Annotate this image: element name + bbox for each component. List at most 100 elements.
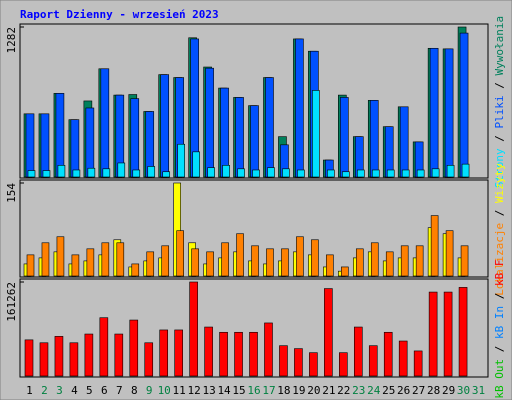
bar — [251, 245, 259, 277]
bar — [446, 164, 455, 178]
x-tick-label: 20 — [307, 384, 320, 397]
legend-entry: Wizyty — [493, 163, 506, 203]
bar — [132, 169, 141, 178]
bar — [25, 113, 35, 178]
bar — [267, 167, 275, 178]
bar — [265, 77, 274, 178]
bar — [386, 169, 395, 178]
bar — [398, 340, 408, 377]
bar — [250, 105, 259, 178]
x-tick-label: 9 — [146, 384, 153, 397]
legend-entry: kB Out — [493, 359, 506, 399]
bar — [26, 254, 35, 277]
bar — [174, 329, 183, 377]
bar — [430, 215, 439, 277]
bar — [177, 143, 185, 178]
bar — [130, 98, 140, 178]
legend: Strony / Pliki / Wywołania — [493, 16, 506, 188]
bar — [117, 162, 126, 178]
x-tick-label: 15 — [232, 384, 245, 397]
bar — [339, 352, 348, 377]
x-tick-label: 29 — [442, 384, 455, 397]
bar — [416, 169, 425, 178]
x-tick-label: 24 — [367, 384, 381, 397]
x-tick-label: 12 — [188, 384, 201, 397]
bar — [57, 164, 66, 178]
x-tick-label: 2 — [41, 384, 48, 397]
bar — [204, 326, 213, 377]
bar — [116, 242, 125, 277]
x-tick-label: 31 — [472, 384, 485, 397]
bar — [443, 291, 453, 377]
bar — [312, 90, 320, 178]
legend-entry: kB In — [493, 306, 506, 339]
bar — [56, 236, 65, 277]
x-tick-label: 11 — [173, 384, 186, 397]
bar — [100, 68, 110, 178]
bar — [71, 254, 80, 277]
bar — [429, 47, 439, 178]
bar — [281, 248, 289, 277]
bar — [413, 350, 423, 377]
bar — [72, 169, 81, 178]
chart-title: Raport Dzienny - wrzesień 2023 — [20, 8, 219, 21]
legend-entry: Lokalizacje — [493, 223, 506, 296]
bar — [131, 263, 140, 277]
legend-separator: / — [493, 75, 506, 95]
x-tick-label: 8 — [131, 384, 138, 397]
x-tick-label: 6 — [101, 384, 108, 397]
bar — [371, 169, 380, 178]
bar — [206, 251, 214, 277]
bar — [129, 319, 139, 377]
bar — [342, 171, 350, 178]
legend-separator: / — [493, 128, 506, 148]
bar — [431, 168, 440, 178]
legend-entry: kB F — [493, 259, 506, 286]
bar — [355, 248, 364, 277]
legend-separator: / — [493, 339, 506, 359]
bar — [40, 113, 50, 178]
bar — [459, 32, 469, 178]
x-tick-label: 7 — [116, 384, 123, 397]
bar — [220, 87, 229, 178]
bar — [70, 119, 80, 178]
bar — [309, 352, 318, 377]
y-tick-label: 154 — [5, 183, 18, 203]
legend-entry: Pliki — [493, 95, 506, 128]
bar — [236, 233, 244, 277]
bar — [69, 342, 79, 377]
bar — [219, 331, 228, 377]
bar — [161, 245, 170, 277]
bar — [279, 345, 288, 377]
y-tick-label: 161262 — [5, 282, 18, 322]
bar — [144, 342, 154, 377]
x-tick-label: 25 — [382, 384, 395, 397]
bar — [326, 254, 334, 277]
bar — [85, 107, 95, 178]
bar — [340, 97, 349, 178]
legend: kB Out / kB In / kB F — [493, 259, 506, 398]
x-tick-label: 14 — [217, 384, 231, 397]
bar — [27, 170, 36, 178]
bar — [99, 317, 109, 377]
bar — [460, 245, 469, 277]
bar — [341, 266, 349, 277]
bar — [399, 106, 409, 178]
bar — [385, 251, 394, 277]
x-tick-label: 4 — [71, 384, 78, 397]
bar — [191, 248, 199, 277]
bar — [24, 339, 34, 377]
x-tick-label: 17 — [262, 384, 275, 397]
bar — [54, 336, 64, 377]
x-tick-label: 18 — [277, 384, 290, 397]
x-tick-label: 3 — [56, 384, 63, 397]
bar — [327, 169, 335, 178]
x-tick-label: 21 — [322, 384, 335, 397]
bar — [39, 342, 49, 377]
bar — [101, 242, 110, 277]
x-tick-label: 16 — [247, 384, 260, 397]
bar — [311, 239, 319, 277]
bar — [383, 331, 393, 377]
legend-entry: Strony — [493, 148, 506, 188]
